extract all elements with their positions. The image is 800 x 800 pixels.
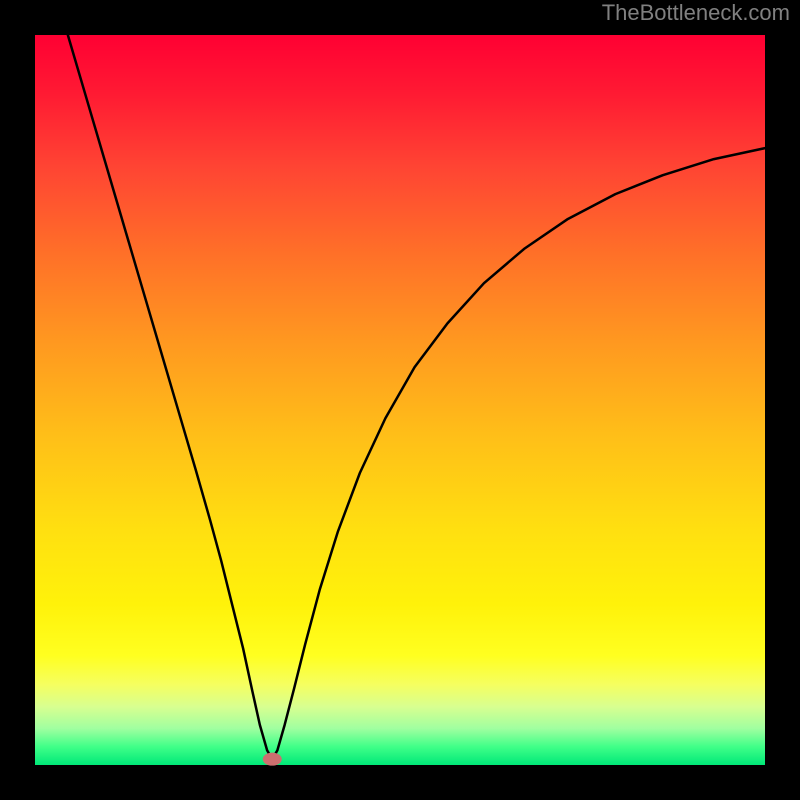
watermark-text: TheBottleneck.com (602, 0, 790, 26)
gradient-background (35, 35, 765, 765)
chart-svg (35, 35, 765, 765)
min-marker (263, 753, 281, 765)
plot-area (35, 35, 765, 765)
chart-canvas: TheBottleneck.com (0, 0, 800, 800)
